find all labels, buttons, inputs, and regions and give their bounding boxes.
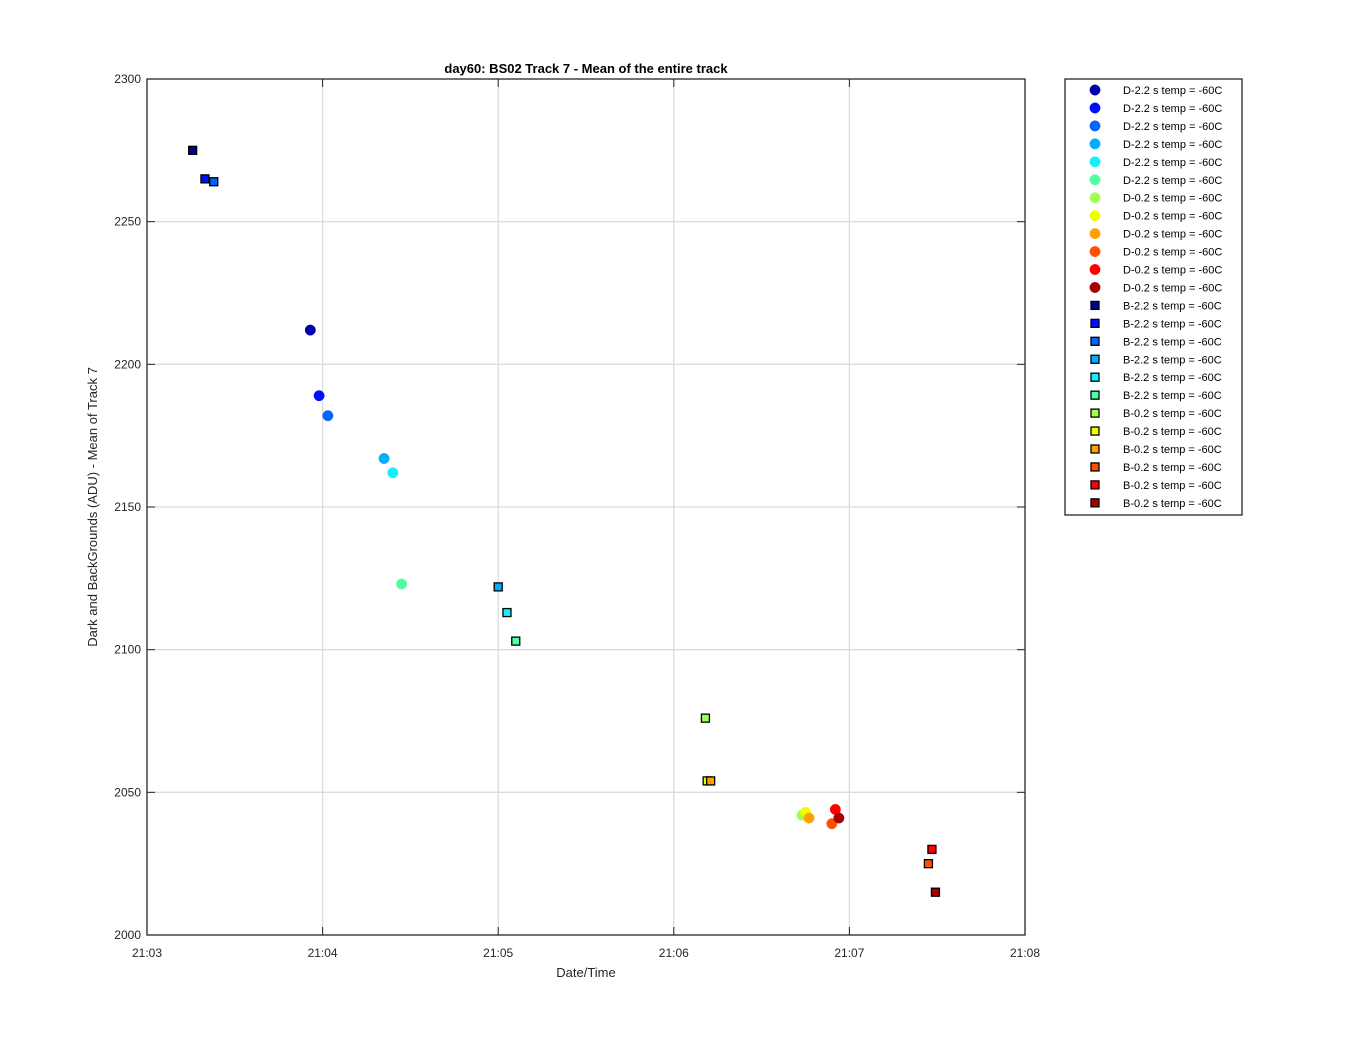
legend-entry-label: B-0.2 s temp = -60C	[1123, 480, 1222, 492]
legend-marker	[1090, 336, 1100, 346]
legend-entry-label: B-0.2 s temp = -60C	[1123, 462, 1222, 474]
grid-lines	[147, 79, 1025, 935]
data-point	[322, 410, 334, 422]
data-point	[188, 145, 198, 155]
legend-marker	[1090, 462, 1100, 472]
x-tick-label: 21:08	[1010, 946, 1040, 960]
legend-marker	[1089, 156, 1101, 168]
data-point	[930, 887, 941, 897]
data-point	[304, 324, 316, 336]
legend-entry-label: D-0.2 s temp = -60C	[1123, 211, 1222, 223]
x-tick-label: 21:06	[659, 946, 689, 960]
legend-marker	[1089, 210, 1101, 222]
legend-marker	[1089, 102, 1101, 114]
data-point	[387, 467, 399, 479]
y-tick-label: 2150	[114, 500, 141, 514]
legend-marker	[1090, 300, 1100, 311]
legend-entry-label: D-0.2 s temp = -60C	[1123, 282, 1222, 294]
y-tick-label: 2100	[114, 643, 141, 657]
x-tick-label: 21:07	[834, 946, 864, 960]
legend-marker	[1089, 246, 1101, 258]
legend-marker	[1090, 354, 1100, 364]
legend-entry-label: D-0.2 s temp = -60C	[1123, 193, 1222, 205]
legend-entry-label: D-2.2 s temp = -60C	[1123, 139, 1222, 151]
data-point	[927, 844, 937, 855]
legend-entry-label: D-0.2 s temp = -60C	[1123, 247, 1222, 259]
legend-entry-label: B-2.2 s temp = -60C	[1123, 336, 1222, 348]
x-tick-label: 21:04	[308, 946, 338, 960]
legend-marker	[1089, 228, 1101, 240]
data-point	[396, 578, 408, 590]
legend-entry-label: B-0.2 s temp = -60C	[1123, 498, 1222, 510]
data-point	[706, 776, 716, 786]
data-point	[700, 713, 711, 723]
data-point	[923, 859, 934, 869]
legend-marker	[1089, 174, 1101, 186]
legend-entry-label: B-2.2 s temp = -60C	[1123, 372, 1222, 384]
legend-entry-label: B-2.2 s temp = -60C	[1123, 318, 1222, 330]
legend-entry-label: D-2.2 s temp = -60C	[1123, 157, 1222, 169]
legend-entry-label: D-2.2 s temp = -60C	[1123, 121, 1222, 133]
axis-ticks: 21:03 21:04 21:05 21:06 21:07 21:08 2000 2050 21…	[114, 72, 1040, 960]
legend-entry-label: D-2.2 s temp = -60C	[1123, 175, 1222, 187]
legend-marker	[1089, 84, 1101, 96]
legend-marker	[1089, 120, 1101, 132]
data-point	[511, 636, 521, 646]
legend-entry-label: B-0.2 s temp = -60C	[1123, 408, 1222, 420]
data-point	[502, 607, 512, 618]
x-tick-label: 21:05	[483, 946, 513, 960]
data-point	[833, 812, 845, 824]
legend-marker	[1090, 498, 1100, 508]
legend-marker	[1090, 318, 1100, 329]
data-point	[493, 582, 503, 592]
y-tick-label: 2250	[114, 215, 141, 229]
legend-entry-label: B-0.2 s temp = -60C	[1123, 426, 1222, 438]
x-tick-label: 21:03	[132, 946, 162, 960]
legend-entry-label: B-2.2 s temp = -60C	[1123, 300, 1222, 312]
legend: D-2.2 s temp = -60C D-2.2 s temp = -60C D-…	[1064, 78, 1243, 516]
data-point	[378, 453, 390, 464]
y-axis-label: Dark and BackGrounds (ADU) - Mean of Tra…	[85, 367, 100, 647]
y-tick-label: 2200	[114, 357, 141, 371]
legend-entry-label: D-2.2 s temp = -60C	[1123, 85, 1222, 97]
legend-marker	[1090, 408, 1100, 418]
legend-marker	[1089, 282, 1101, 293]
legend-marker	[1089, 192, 1101, 204]
y-tick-label: 2000	[114, 928, 141, 942]
data-point	[803, 812, 815, 824]
y-tick-label: 2050	[114, 785, 141, 799]
legend-marker	[1090, 426, 1100, 436]
legend-box	[1064, 78, 1243, 516]
legend-marker	[1090, 390, 1100, 400]
legend-marker	[1089, 264, 1101, 275]
legend-marker	[1090, 372, 1100, 382]
legend-marker	[1090, 444, 1100, 454]
legend-entry-label: B-0.2 s temp = -60C	[1123, 444, 1222, 456]
data-point	[313, 390, 325, 402]
data-point	[209, 177, 219, 187]
legend-entry-label: D-0.2 s temp = -60C	[1123, 265, 1222, 277]
legend-entry-label: B-2.2 s temp = -60C	[1123, 390, 1222, 402]
y-tick-label: 2300	[114, 72, 141, 86]
data-points	[188, 145, 941, 897]
legend-entry-label: B-2.2 s temp = -60C	[1123, 354, 1222, 366]
legend-marker	[1090, 480, 1100, 490]
chart-title: day60: BS02 Track 7 - Mean of the entire…	[444, 61, 728, 76]
legend-entry-label: D-0.2 s temp = -60C	[1123, 229, 1222, 241]
x-axis-label: Date/Time	[556, 965, 615, 980]
data-point	[200, 174, 210, 184]
legend-marker	[1089, 138, 1101, 150]
legend-entry-label: D-2.2 s temp = -60C	[1123, 103, 1222, 115]
